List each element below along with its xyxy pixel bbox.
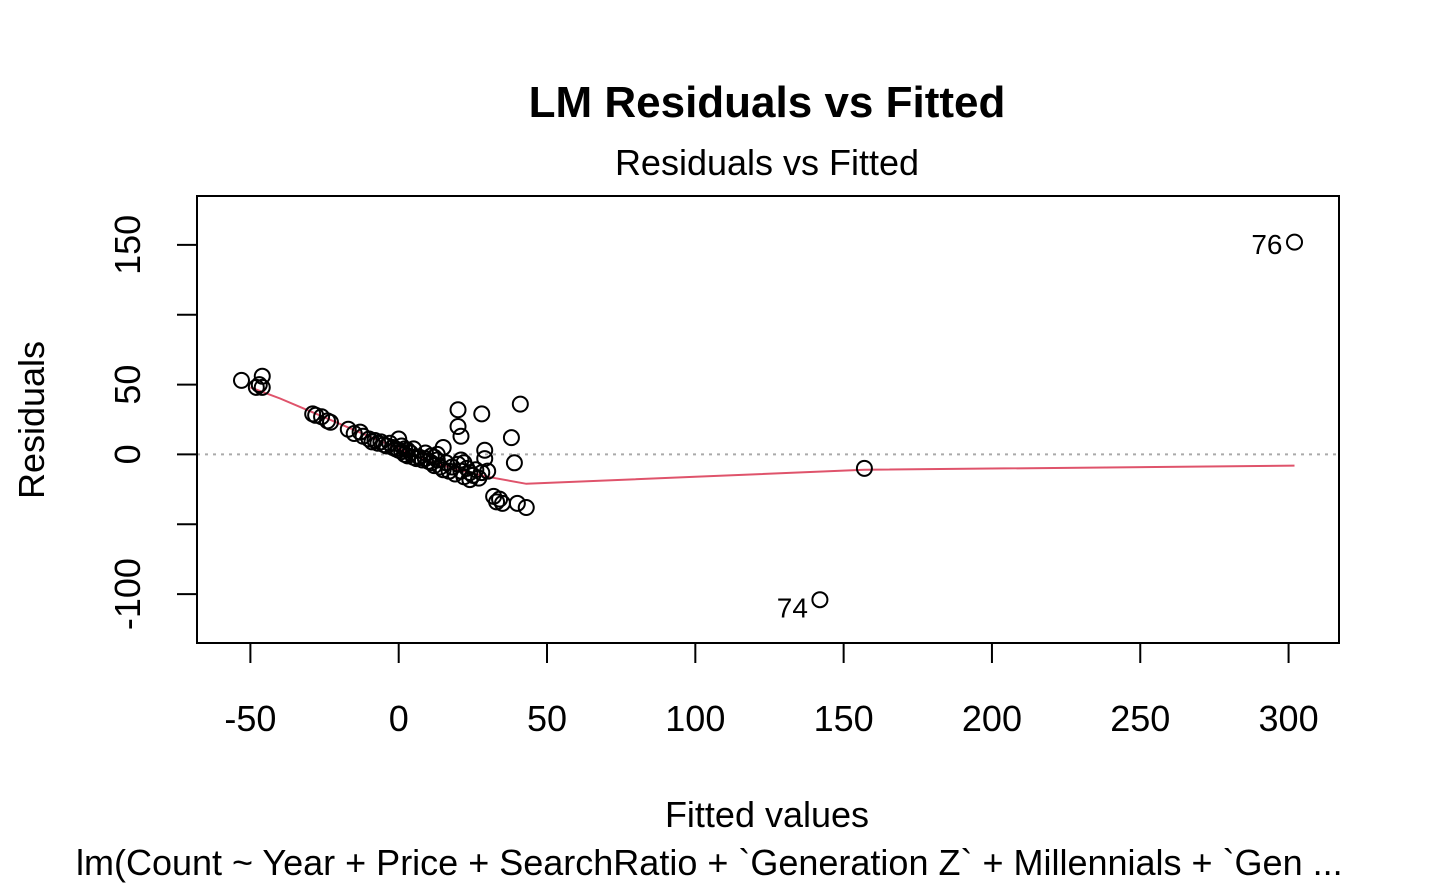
data-point: [1286, 233, 1304, 251]
plot-frame: [196, 195, 1340, 644]
data-point: [488, 493, 506, 511]
x-tick-label: 200: [962, 698, 1022, 739]
data-point: [449, 401, 467, 419]
data-point: [502, 429, 520, 447]
data-point: [473, 405, 491, 423]
data-point: [517, 499, 535, 517]
y-axis: -100 0 50 150: [107, 215, 198, 630]
model-caption: lm(Count ~ Year + Price + SearchRatio + …: [76, 842, 1343, 883]
point-label: 76: [1251, 229, 1282, 260]
y-tick-label: 50: [107, 365, 148, 405]
data-point: [250, 376, 268, 394]
data-point: [253, 367, 271, 385]
data-point: [253, 378, 271, 396]
data-point: [476, 450, 494, 468]
x-axis-label: Fitted values: [665, 794, 869, 835]
y-tick-label: 150: [107, 215, 148, 275]
y-tick-label: -100: [107, 558, 148, 630]
chart-title: LM Residuals vs Fitted: [529, 78, 1006, 127]
data-point: [505, 454, 523, 472]
x-tick-label: 0: [389, 698, 409, 739]
data-point: [811, 591, 829, 609]
x-tick-label: 150: [814, 698, 874, 739]
points-layer: [232, 233, 1304, 609]
data-point: [405, 440, 423, 458]
point-labels-layer: 74 76: [777, 229, 1283, 624]
data-point: [508, 494, 526, 512]
x-axis: -50 0 50 100 150 200 250 300: [224, 642, 1319, 739]
x-tick-label: 250: [1110, 698, 1170, 739]
y-axis-label: Residuals: [11, 341, 52, 499]
x-tick-label: 50: [527, 698, 567, 739]
data-point: [855, 459, 873, 477]
point-label: 74: [777, 593, 808, 624]
data-point: [232, 371, 250, 389]
chart-subtitle: Residuals vs Fitted: [615, 142, 919, 183]
x-tick-label: 100: [665, 698, 725, 739]
smooth-line-layer: [250, 386, 1295, 485]
data-point: [479, 462, 497, 480]
data-point: [345, 424, 363, 442]
data-point: [452, 451, 470, 469]
data-point: [449, 417, 467, 435]
data-point: [321, 413, 339, 431]
x-tick-label: -50: [224, 698, 276, 739]
data-point: [452, 427, 470, 445]
data-point: [360, 430, 378, 448]
data-point: [511, 395, 529, 413]
data-point: [476, 441, 494, 459]
smooth-line: [250, 386, 1295, 485]
x-tick-label: 300: [1259, 698, 1319, 739]
data-point: [491, 490, 509, 508]
y-tick-label: 0: [107, 444, 148, 464]
